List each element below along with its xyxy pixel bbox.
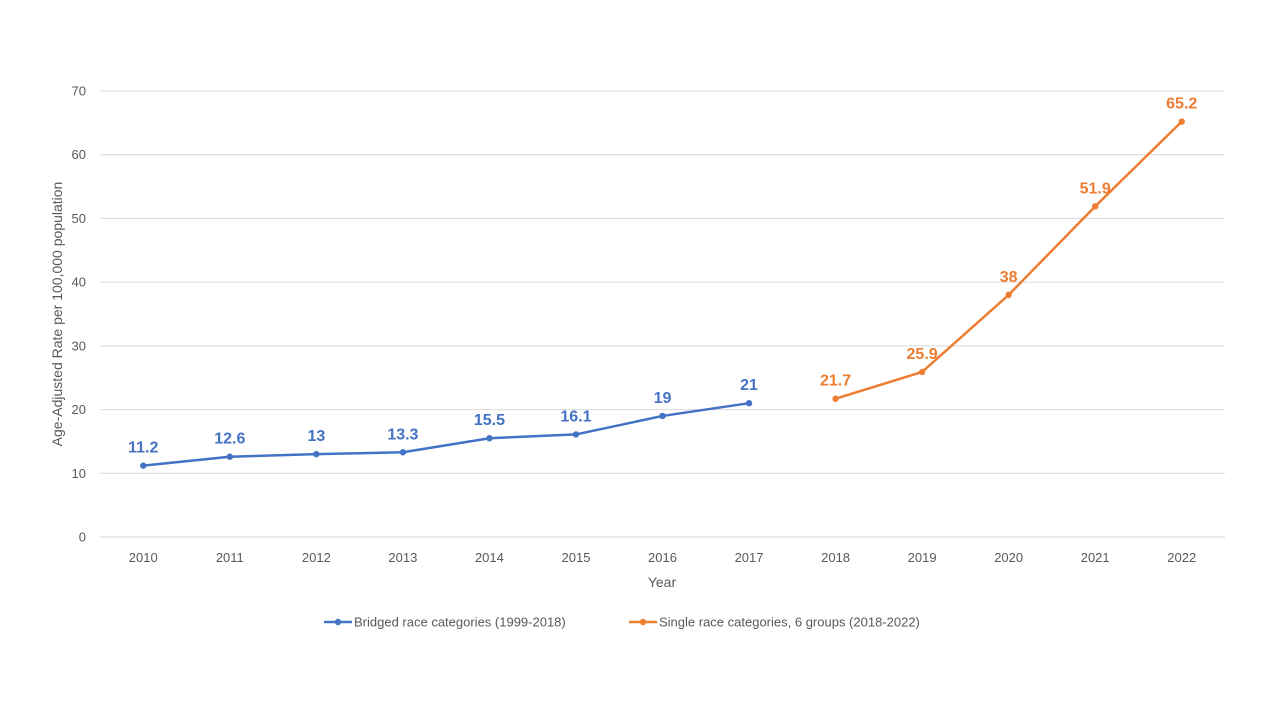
y-axis-title: Age-Adjusted Rate per 100,000 population (49, 182, 65, 447)
data-label: 51.9 (1080, 180, 1111, 197)
x-tick-label: 2018 (821, 550, 850, 565)
data-label: 21.7 (820, 373, 851, 390)
data-label: 38 (1000, 269, 1018, 286)
legend-label-2[interactable]: Single race categories, 6 groups (2018-2… (659, 615, 920, 630)
y-tick-label: 40 (72, 275, 86, 290)
data-point[interactable] (399, 449, 407, 456)
data-labels: 11.2 12.6 13 13.3 15.5 16.1 19 21 21.7 25.9 38 51.9… (128, 96, 1197, 457)
x-tick-label: 2010 (129, 550, 158, 565)
x-tick-label: 2021 (1081, 550, 1110, 565)
y-tick-label: 60 (72, 147, 86, 162)
x-axis-title: Year (648, 574, 677, 590)
data-point[interactable] (1005, 291, 1012, 299)
data-point[interactable] (745, 400, 753, 407)
x-axis-ticks: 2010 2011 2012 2013 2014 2015 2016 2017 2018 2019… (129, 550, 1196, 565)
data-label: 21 (740, 377, 758, 394)
series-line-1 (142, 401, 751, 467)
data-point[interactable] (832, 395, 839, 402)
x-tick-label: 2012 (302, 550, 331, 565)
data-label: 16.1 (560, 408, 591, 425)
data-point[interactable] (1091, 203, 1099, 210)
data-point[interactable] (313, 450, 320, 458)
x-tick-label: 2015 (562, 550, 591, 565)
y-tick-label: 0 (79, 530, 86, 545)
data-label: 13 (307, 428, 325, 445)
x-tick-label: 2011 (216, 550, 244, 565)
gridlines (100, 90, 1225, 538)
y-tick-label: 10 (72, 466, 86, 481)
data-label: 13.3 (387, 426, 418, 443)
data-point[interactable] (140, 462, 147, 469)
data-label: 25.9 (907, 346, 938, 363)
x-tick-label: 2014 (475, 550, 504, 565)
data-label: 15.5 (474, 412, 505, 429)
data-label: 12.6 (214, 431, 245, 448)
data-point[interactable] (486, 435, 493, 442)
legend[interactable]: Bridged race categories (1999-2018) Singl… (324, 615, 920, 630)
data-label: 65.2 (1166, 96, 1197, 113)
data-label: 19 (654, 390, 672, 407)
y-axis-ticks: 0 10 20 30 40 50 60 70 (72, 84, 86, 545)
legend-marker-2 (639, 618, 647, 626)
legend-marker-1 (334, 618, 342, 626)
y-tick-label: 20 (72, 402, 86, 417)
legend-label-1[interactable]: Bridged race categories (1999-2018) (354, 615, 566, 630)
x-tick-label: 2013 (388, 550, 417, 565)
x-tick-label: 2020 (994, 550, 1023, 565)
data-point[interactable] (1178, 118, 1185, 125)
y-tick-label: 50 (72, 211, 86, 226)
y-tick-label: 70 (72, 84, 86, 99)
data-label: 11.2 (128, 440, 158, 457)
data-point[interactable] (918, 368, 926, 376)
data-point[interactable] (226, 453, 234, 460)
y-tick-label: 30 (72, 338, 86, 353)
x-tick-label: 2019 (908, 550, 937, 565)
data-point[interactable] (659, 412, 666, 420)
x-tick-label: 2017 (735, 550, 764, 565)
series-layer (140, 118, 1185, 469)
x-tick-label: 2016 (648, 550, 677, 565)
series-line-2 (834, 120, 1183, 400)
data-point[interactable] (572, 431, 580, 438)
x-tick-label: 2022 (1167, 550, 1196, 565)
